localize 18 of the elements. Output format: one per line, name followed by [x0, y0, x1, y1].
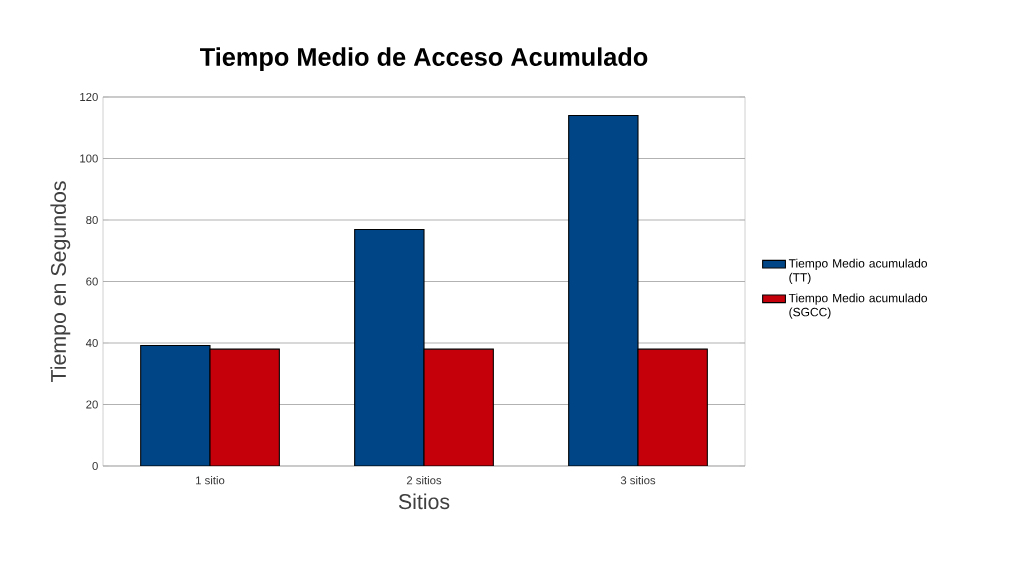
bar: [140, 344, 211, 466]
y-tick-label: 80: [86, 215, 98, 224]
x-tick-label: 2 sitios: [406, 476, 442, 485]
x-tick-label: 1 sitio: [196, 476, 225, 485]
legend-label: Tiempo Medio acumulado (SGCC): [788, 293, 928, 319]
y-tick-label: 100: [80, 154, 98, 163]
y-tick-label: 20: [86, 400, 98, 409]
x-axis-title: Sitios: [398, 493, 450, 510]
chart-title: Tiempo Medio de Acceso Acumulado: [200, 47, 648, 71]
y-axis-title: Tiempo en Segundos: [50, 181, 71, 383]
legend-label: Tiempo Medio acumulado (TT): [788, 258, 928, 284]
y-tick-label: 40: [85, 338, 98, 347]
bar: [354, 228, 425, 466]
x-tick-label: 3 sitios: [620, 476, 656, 485]
y-tick-label: 120: [80, 92, 98, 101]
y-tick-label: 0: [92, 461, 98, 470]
bar: [568, 114, 639, 466]
y-tick-label: 60: [86, 277, 98, 286]
